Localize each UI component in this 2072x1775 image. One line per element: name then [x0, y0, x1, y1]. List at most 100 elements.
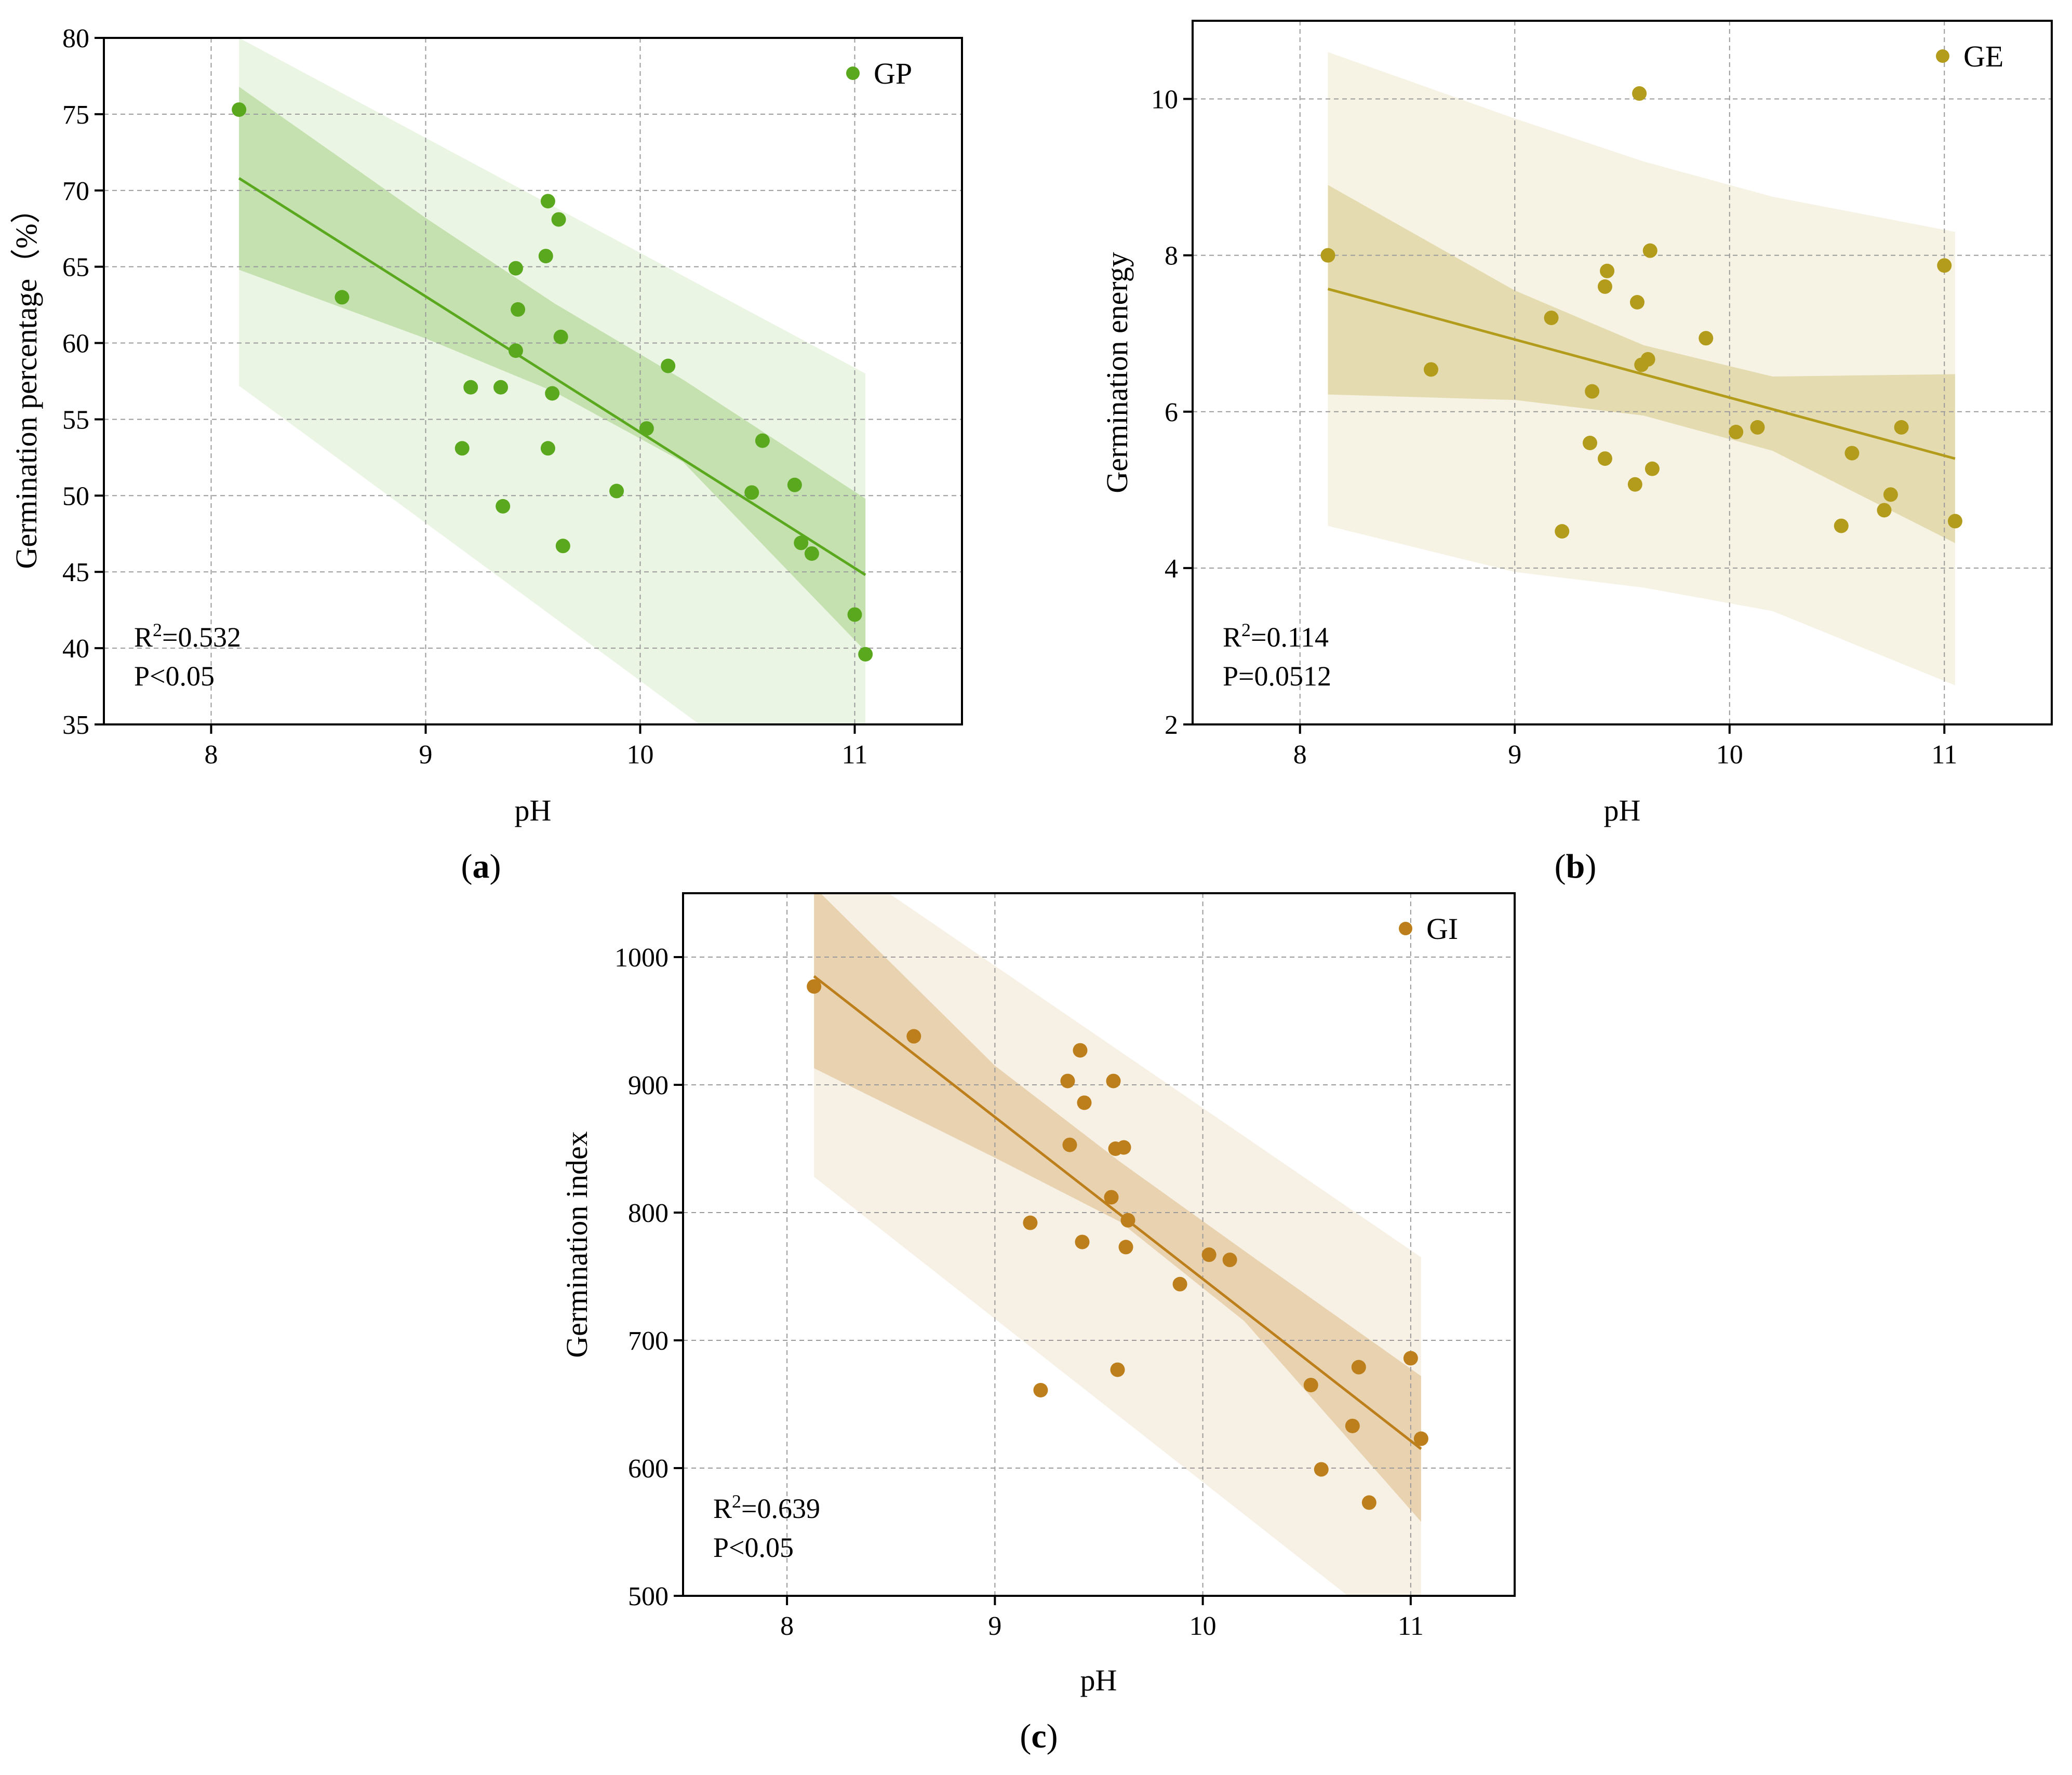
data-point — [1120, 1213, 1135, 1228]
legend: GE — [1936, 39, 2003, 73]
y-tick-label: 60 — [62, 329, 89, 359]
data-point — [1597, 451, 1612, 466]
legend: GI — [1399, 912, 1458, 946]
data-point — [1106, 1073, 1121, 1088]
regression-line — [238, 177, 866, 576]
p-value-annotation: P<0.05 — [713, 1532, 794, 1563]
data-point — [1877, 503, 1892, 518]
data-point — [1894, 420, 1909, 435]
legend-label: GE — [1963, 39, 2003, 73]
panel-a: 8 9 10 11 35 40 45 50 55 60 65 70 75 80 pH Germinatio… — [9, 24, 963, 885]
x-tick-label: 11 — [1398, 1611, 1424, 1641]
y-tick-label: 600 — [628, 1454, 669, 1484]
data-point — [1118, 1240, 1133, 1255]
plot-frame — [103, 37, 963, 725]
x-axis-label: pH — [515, 794, 552, 827]
data-point — [755, 433, 770, 448]
data-point — [540, 194, 555, 209]
y-tick-label: 40 — [62, 634, 89, 664]
data-point — [787, 477, 802, 492]
data-point — [508, 261, 523, 276]
data-point — [1073, 1043, 1088, 1058]
data-point — [1116, 1140, 1131, 1155]
data-point — [1033, 1382, 1048, 1397]
data-point — [1345, 1418, 1360, 1433]
y-tick-label: 500 — [628, 1582, 669, 1611]
y-tick-label: 70 — [62, 177, 89, 206]
data-point — [1883, 487, 1898, 502]
data-point — [1729, 424, 1744, 439]
y-tick-label: 35 — [62, 710, 89, 740]
data-point — [232, 102, 247, 117]
y-tick-label: 8 — [1165, 241, 1178, 271]
x-tick-label: 8 — [780, 1611, 794, 1641]
panel-letter: c — [1031, 1717, 1046, 1755]
data-point — [545, 386, 560, 401]
data-point — [540, 441, 555, 456]
x-tick-label: 9 — [1508, 740, 1521, 770]
panel-letter: b — [1566, 848, 1585, 885]
r-squared-value: 0.114 — [1267, 622, 1329, 653]
x-tick-label: 8 — [205, 740, 218, 770]
x-axis-label: pH — [1080, 1663, 1117, 1697]
data-point — [1640, 352, 1655, 367]
data-point — [1699, 331, 1714, 346]
data-point — [538, 249, 553, 264]
data-point — [1632, 86, 1647, 101]
legend-marker — [1399, 922, 1412, 935]
data-point — [639, 421, 654, 436]
y-axis-label: Germination percentage（%） — [9, 193, 43, 569]
legend-marker — [846, 66, 860, 80]
data-point — [1104, 1190, 1119, 1205]
data-point — [508, 343, 523, 358]
y-tick-label: 45 — [62, 558, 89, 587]
data-point — [454, 441, 470, 456]
x-tick-label: 10 — [627, 740, 654, 770]
data-point — [335, 290, 350, 305]
data-point — [1077, 1095, 1092, 1110]
y-axis-label: Germination index — [560, 1131, 594, 1358]
y-tick-label: 75 — [62, 100, 89, 130]
data-point — [1834, 518, 1849, 533]
data-point — [609, 483, 624, 499]
data-point — [804, 546, 819, 561]
data-point — [1750, 420, 1765, 435]
data-point — [1060, 1073, 1075, 1088]
data-point — [1947, 514, 1962, 529]
r-squared-annotation: R2=0.114 — [1223, 620, 1329, 653]
x-tick-label: 11 — [841, 740, 867, 770]
plot-frame — [1192, 20, 2053, 725]
panel-label: (c) — [1020, 1717, 1058, 1755]
data-point — [1023, 1215, 1038, 1230]
y-tick-label: 4 — [1165, 554, 1178, 584]
y-tick-label: 800 — [628, 1199, 669, 1228]
data-point — [1314, 1462, 1329, 1477]
y-tick-label: 50 — [62, 481, 89, 511]
data-point — [493, 380, 509, 395]
p-value-annotation: P<0.05 — [134, 661, 215, 692]
panel-c: 8 9 10 11 500 600 700 800 900 1000 pH Germination… — [560, 892, 1516, 1755]
data-point — [1582, 436, 1597, 450]
data-point — [858, 647, 873, 662]
x-tick-label: 9 — [419, 740, 433, 770]
r-squared-annotation: R2=0.532 — [134, 620, 241, 653]
data-point — [1361, 1495, 1376, 1510]
data-point — [744, 485, 759, 500]
data-point — [1172, 1276, 1187, 1292]
data-point — [1642, 243, 1657, 258]
data-point — [1222, 1253, 1237, 1268]
data-point — [1629, 295, 1645, 310]
r-squared-value: 0.639 — [757, 1493, 821, 1524]
data-point — [1423, 362, 1438, 377]
data-point — [1403, 1351, 1418, 1366]
data-point — [661, 358, 676, 373]
data-point — [1585, 384, 1600, 399]
data-point — [1645, 461, 1660, 476]
data-point — [1597, 279, 1612, 294]
data-point — [511, 302, 526, 317]
y-axis-label: Germination energy — [1100, 252, 1134, 493]
p-value-annotation: P=0.0512 — [1223, 661, 1331, 692]
data-point — [553, 329, 568, 344]
data-point — [1110, 1362, 1125, 1377]
